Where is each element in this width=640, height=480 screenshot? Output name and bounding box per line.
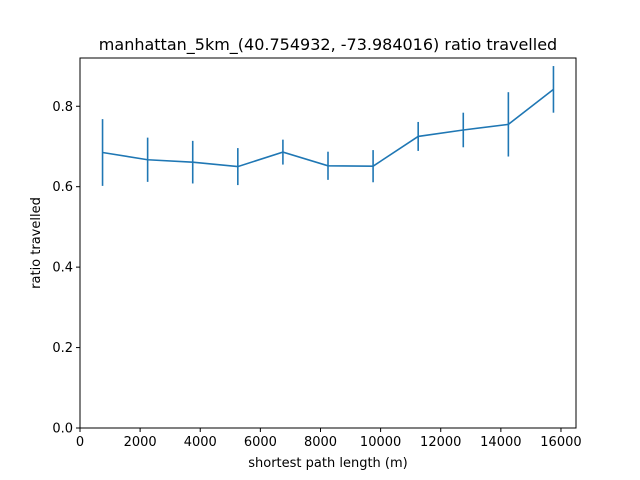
x-axis-label: shortest path length (m) (248, 456, 407, 471)
y-axis: 0.0 0.2 0.4 0.6 0.8 (52, 100, 80, 437)
chart-title: manhattan_5km_(40.754932, -73.984016) ra… (99, 35, 557, 55)
x-tick-label: 4000 (184, 435, 217, 450)
y-tick-label: 0.6 (52, 180, 73, 195)
y-tick-label: 0.4 (52, 261, 73, 276)
x-tick-label: 8000 (304, 435, 337, 450)
x-axis: 0 2000 4000 6000 8000 10000 12000 14000 16000 (76, 428, 582, 450)
y-tick-label: 0.2 (52, 341, 73, 356)
x-tick-label: 14000 (480, 435, 521, 450)
x-tick-label: 6000 (244, 435, 277, 450)
y-axis-label: ratio travelled (29, 197, 44, 289)
y-tick-label: 0.0 (52, 422, 73, 437)
plot-area (101, 66, 555, 186)
x-tick-label: 0 (76, 435, 84, 450)
x-tick-label: 12000 (420, 435, 461, 450)
plot-frame (79, 57, 577, 429)
y-tick-label: 0.8 (52, 100, 73, 115)
x-tick-label: 10000 (360, 435, 401, 450)
x-tick-label: 16000 (540, 435, 581, 450)
x-tick-label: 2000 (124, 435, 157, 450)
